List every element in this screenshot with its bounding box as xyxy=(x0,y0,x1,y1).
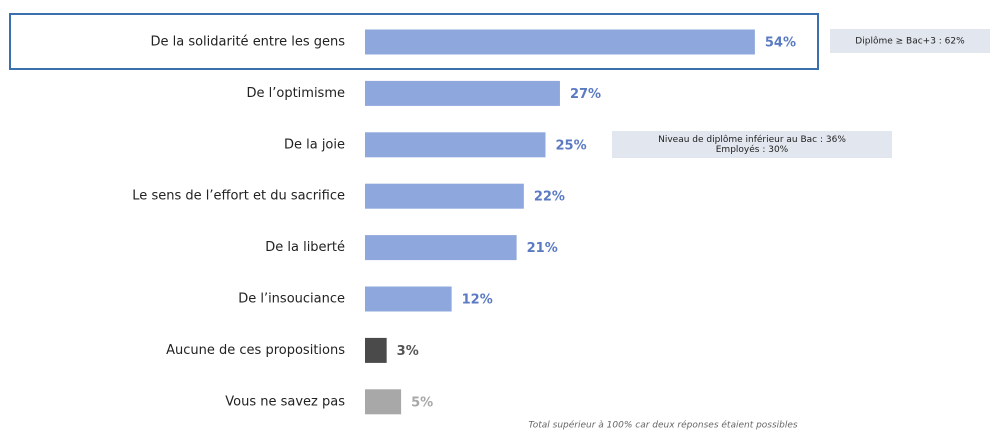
category-label: De la solidarité entre les gens xyxy=(150,35,345,50)
annotation-text: Niveau de diplôme inférieur au Bac : 36% xyxy=(658,134,846,145)
value-label: 5% xyxy=(411,395,433,410)
bar xyxy=(365,389,402,415)
annotation-box xyxy=(830,29,990,53)
category-label: Vous ne savez pas xyxy=(225,394,345,409)
category-label: Aucune de ces propositions xyxy=(166,343,345,358)
annotation-text: Employés : 30% xyxy=(716,144,789,155)
category-label: De l’optimisme xyxy=(246,86,345,101)
category-label: De la liberté xyxy=(265,240,345,255)
value-label: 27% xyxy=(570,87,601,102)
value-label: 12% xyxy=(462,293,493,308)
bar xyxy=(365,80,560,106)
bar xyxy=(365,286,452,312)
value-label: 3% xyxy=(397,344,419,359)
value-label: 25% xyxy=(556,138,587,153)
highlight-box xyxy=(9,13,819,70)
value-label: 22% xyxy=(534,190,565,205)
bar xyxy=(365,235,517,261)
annotation-text: Diplôme ≥ Bac+3 : 62% xyxy=(855,36,965,47)
footnote: Total supérieur à 100% car deux réponses… xyxy=(528,420,798,431)
bar xyxy=(365,29,755,55)
category-label: De l’insouciance xyxy=(238,292,345,307)
category-label: De la joie xyxy=(284,137,345,152)
value-label: 54% xyxy=(765,36,796,51)
value-label: 21% xyxy=(527,241,558,256)
category-label: Le sens de l’effort et du sacrifice xyxy=(132,189,345,204)
annotation-box xyxy=(612,131,892,158)
bar xyxy=(365,183,524,209)
bar xyxy=(365,132,546,158)
bar xyxy=(365,337,387,363)
